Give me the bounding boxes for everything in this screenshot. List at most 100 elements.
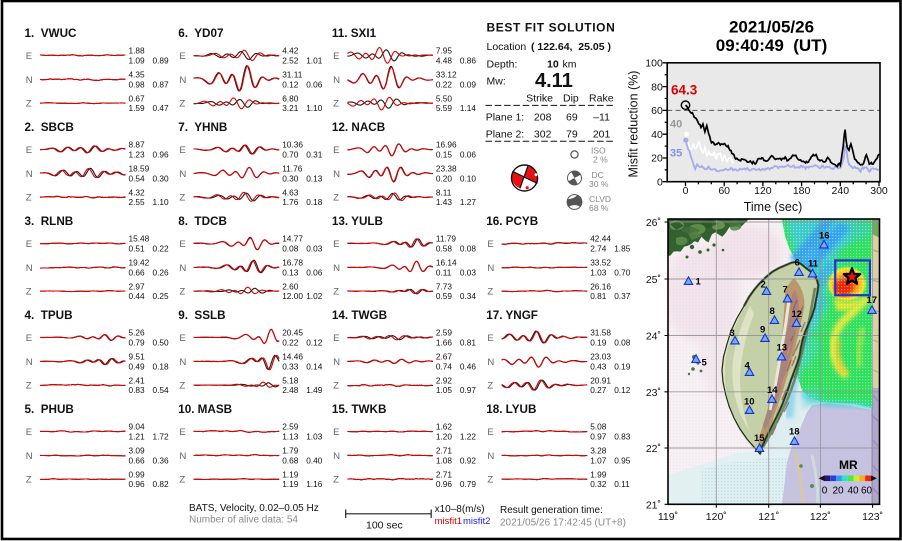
svg-text:E: E bbox=[26, 239, 32, 250]
svg-text:12: 12 bbox=[792, 309, 803, 320]
svg-text:E: E bbox=[179, 239, 185, 250]
svg-text:42.44: 42.44 bbox=[590, 234, 611, 244]
svg-text:18: 18 bbox=[789, 427, 800, 438]
svg-text:E: E bbox=[26, 427, 32, 438]
svg-text:100 sec: 100 sec bbox=[366, 520, 403, 532]
svg-text:69: 69 bbox=[566, 111, 578, 123]
svg-text:0.81: 0.81 bbox=[590, 291, 607, 301]
svg-text:2.74: 2.74 bbox=[590, 243, 607, 253]
svg-text:N: N bbox=[26, 357, 33, 368]
svg-text:Z: Z bbox=[179, 193, 185, 204]
svg-text:Z: Z bbox=[333, 287, 339, 298]
svg-text:09:40:49 (UT): 09:40:49 (UT) bbox=[716, 36, 827, 55]
svg-text:0.49: 0.49 bbox=[129, 361, 146, 371]
svg-text:8.87: 8.87 bbox=[129, 140, 146, 150]
svg-text:40: 40 bbox=[651, 129, 663, 141]
svg-text:0.68: 0.68 bbox=[282, 455, 299, 465]
svg-text:30 %: 30 % bbox=[589, 179, 609, 189]
svg-text:0.08: 0.08 bbox=[460, 243, 477, 253]
svg-text:120: 120 bbox=[754, 185, 772, 197]
svg-text:Z: Z bbox=[26, 381, 32, 392]
svg-text:2.67: 2.67 bbox=[436, 352, 453, 362]
svg-text:Z: Z bbox=[179, 99, 185, 110]
svg-text:E: E bbox=[179, 333, 185, 344]
svg-text:16: 16 bbox=[819, 231, 830, 242]
svg-text:31.58: 31.58 bbox=[590, 328, 611, 338]
svg-text:–11: –11 bbox=[593, 111, 610, 123]
svg-text:Misfit reduction (%): Misfit reduction (%) bbox=[627, 71, 641, 178]
svg-text:12. NACB: 12. NACB bbox=[332, 121, 385, 134]
svg-text:1.10: 1.10 bbox=[153, 197, 170, 207]
svg-text:N: N bbox=[179, 357, 186, 368]
svg-text:0.19: 0.19 bbox=[614, 361, 631, 371]
svg-text:N: N bbox=[487, 357, 494, 368]
svg-text:Z: Z bbox=[26, 193, 32, 204]
svg-text:21˚: 21˚ bbox=[646, 499, 661, 511]
svg-text:40: 40 bbox=[847, 486, 859, 497]
svg-text:5.59: 5.59 bbox=[436, 103, 453, 113]
svg-text:N: N bbox=[333, 263, 340, 274]
svg-text:9.04: 9.04 bbox=[129, 422, 146, 432]
svg-text:0.30: 0.30 bbox=[153, 173, 170, 183]
svg-text:1.05: 1.05 bbox=[436, 385, 453, 395]
svg-text:0.96: 0.96 bbox=[129, 479, 146, 489]
svg-text:3: 3 bbox=[730, 328, 735, 339]
svg-text:N: N bbox=[333, 357, 340, 368]
svg-text:0.12: 0.12 bbox=[306, 337, 323, 347]
svg-text:2.60: 2.60 bbox=[282, 281, 299, 291]
svg-text:11: 11 bbox=[808, 259, 819, 270]
svg-text:7: 7 bbox=[783, 285, 788, 296]
svg-text:123˚: 123˚ bbox=[862, 511, 883, 523]
svg-text:0.95: 0.95 bbox=[614, 455, 631, 465]
svg-text:E: E bbox=[487, 239, 493, 250]
svg-text:N: N bbox=[487, 263, 494, 274]
svg-text:16. PCYB: 16. PCYB bbox=[486, 215, 538, 228]
svg-text:Z: Z bbox=[487, 287, 493, 298]
svg-text:4.63: 4.63 bbox=[282, 187, 299, 197]
svg-text:15.48: 15.48 bbox=[129, 234, 150, 244]
svg-text:1.03: 1.03 bbox=[590, 267, 607, 277]
svg-text:0.34: 0.34 bbox=[460, 291, 477, 301]
svg-text:0.06: 0.06 bbox=[306, 79, 323, 89]
svg-text:20.45: 20.45 bbox=[282, 328, 303, 338]
svg-text:0.58: 0.58 bbox=[436, 243, 453, 253]
svg-text:300: 300 bbox=[870, 185, 888, 197]
svg-text:4.35: 4.35 bbox=[129, 70, 146, 80]
svg-text:208: 208 bbox=[534, 111, 552, 123]
svg-text:Z: Z bbox=[333, 99, 339, 110]
svg-text:10.36: 10.36 bbox=[282, 140, 303, 150]
svg-text:N: N bbox=[26, 263, 33, 274]
svg-text:0.99: 0.99 bbox=[129, 469, 146, 479]
svg-text:E: E bbox=[333, 239, 339, 250]
svg-text:1.09: 1.09 bbox=[129, 55, 146, 65]
svg-text:26˚: 26˚ bbox=[646, 217, 661, 229]
svg-text:0.22: 0.22 bbox=[282, 337, 299, 347]
svg-text:Z: Z bbox=[333, 381, 339, 392]
svg-text:0.32: 0.32 bbox=[590, 479, 607, 489]
svg-text:CLVD: CLVD bbox=[589, 194, 611, 204]
svg-text:Z: Z bbox=[26, 475, 32, 486]
svg-text:0.44: 0.44 bbox=[129, 291, 146, 301]
svg-text:4.32: 4.32 bbox=[129, 187, 146, 197]
svg-text:33.12: 33.12 bbox=[436, 70, 457, 80]
svg-text:0.37: 0.37 bbox=[614, 291, 631, 301]
svg-text:E: E bbox=[179, 51, 185, 62]
svg-text:0.46: 0.46 bbox=[460, 361, 477, 371]
svg-text:100: 100 bbox=[645, 58, 663, 70]
svg-text:0: 0 bbox=[657, 176, 663, 188]
svg-text:6. YD07: 6. YD07 bbox=[178, 27, 223, 40]
svg-text:2.71: 2.71 bbox=[436, 469, 453, 479]
svg-text:14: 14 bbox=[767, 385, 778, 396]
svg-text:Mw:: Mw: bbox=[487, 76, 506, 88]
svg-text:19.42: 19.42 bbox=[129, 258, 150, 268]
svg-text:6.80: 6.80 bbox=[282, 93, 299, 103]
svg-text:0.66: 0.66 bbox=[129, 455, 146, 465]
svg-text:2.97: 2.97 bbox=[129, 281, 146, 291]
svg-text:1.21: 1.21 bbox=[129, 431, 146, 441]
svg-text:E: E bbox=[487, 333, 493, 344]
svg-text:2.41: 2.41 bbox=[129, 375, 146, 385]
svg-text:7. YHNB: 7. YHNB bbox=[178, 121, 227, 134]
svg-text:180: 180 bbox=[793, 185, 811, 197]
svg-text:0.98: 0.98 bbox=[129, 79, 146, 89]
svg-text:0.27: 0.27 bbox=[590, 385, 607, 395]
